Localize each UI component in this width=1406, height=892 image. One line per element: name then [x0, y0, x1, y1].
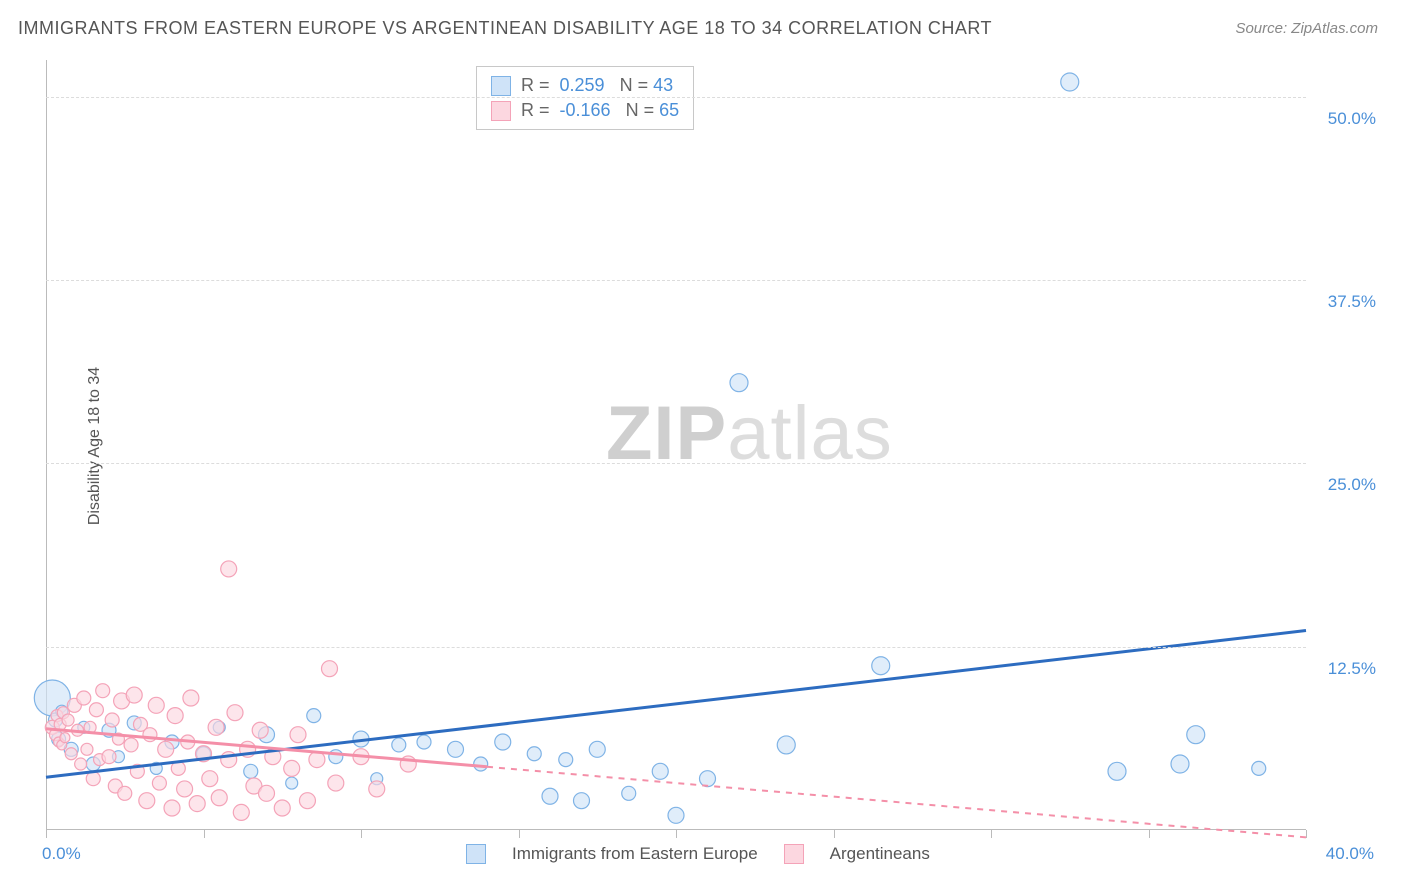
gridline-h [46, 463, 1306, 464]
data-point [152, 776, 166, 790]
data-point [244, 764, 258, 778]
data-point [495, 734, 511, 750]
data-point [202, 771, 218, 787]
x-tick-label-right: 40.0% [1326, 844, 1374, 864]
x-tick [991, 830, 992, 838]
data-point [183, 690, 199, 706]
y-tick-label: 50.0% [1328, 109, 1376, 129]
swatch-blue-icon [491, 76, 511, 96]
stats-row-2: R = -0.166 N = 65 [491, 98, 679, 123]
data-point [777, 736, 795, 754]
data-point [299, 793, 315, 809]
legend-label-1: Immigrants from Eastern Europe [512, 844, 758, 864]
data-point [589, 741, 605, 757]
stats-row-1: R = 0.259 N = 43 [491, 73, 679, 98]
data-point [474, 757, 488, 771]
bottom-legend: Immigrants from Eastern Europe Argentine… [466, 844, 930, 864]
data-point [392, 738, 406, 752]
y-tick-label: 25.0% [1328, 475, 1376, 495]
stats-legend-box: R = 0.259 N = 43 R = -0.166 N = 65 [476, 66, 694, 130]
data-point [700, 771, 716, 787]
x-tick [519, 830, 520, 838]
chart-source: Source: ZipAtlas.com [1235, 20, 1378, 37]
data-point [62, 714, 74, 726]
trend-line-dashed [487, 767, 1306, 838]
data-point [286, 777, 298, 789]
data-point [60, 733, 70, 743]
data-point [322, 661, 338, 677]
data-point [274, 800, 290, 816]
data-point [139, 793, 155, 809]
data-point [284, 760, 300, 776]
data-point [1187, 726, 1205, 744]
data-point [417, 735, 431, 749]
legend-label-2: Argentineans [830, 844, 930, 864]
x-tick [676, 830, 677, 838]
data-point [622, 786, 636, 800]
data-point [574, 793, 590, 809]
gridline-h [46, 97, 1306, 98]
data-point [124, 738, 138, 752]
data-point [559, 753, 573, 767]
data-point [148, 697, 164, 713]
gridline-h [46, 647, 1306, 648]
plot-area: ZIPatlas R = 0.259 N = 43 R = -0.166 N =… [46, 60, 1306, 830]
data-point [448, 741, 464, 757]
data-point [221, 561, 237, 577]
data-point [369, 781, 385, 797]
x-tick [1306, 830, 1307, 838]
data-point [189, 796, 205, 812]
chart-title: IMMIGRANTS FROM EASTERN EUROPE VS ARGENT… [18, 18, 992, 39]
data-point [527, 747, 541, 761]
x-tick [204, 830, 205, 838]
x-tick [361, 830, 362, 838]
x-tick [834, 830, 835, 838]
data-point [118, 786, 132, 800]
data-point [211, 790, 227, 806]
x-tick [46, 830, 47, 838]
data-point [730, 374, 748, 392]
data-point [75, 758, 87, 770]
data-point [652, 763, 668, 779]
data-point [164, 800, 180, 816]
data-point [668, 807, 684, 823]
data-point [259, 785, 275, 801]
data-point [872, 657, 890, 675]
y-tick-label: 12.5% [1328, 659, 1376, 679]
data-point [1061, 73, 1079, 91]
x-tick [1149, 830, 1150, 838]
legend-swatch-pink-icon [784, 844, 804, 864]
data-point [177, 781, 193, 797]
gridline-h [46, 280, 1306, 281]
data-point [1171, 755, 1189, 773]
data-point [89, 703, 103, 717]
data-point [252, 722, 268, 738]
data-point [290, 727, 306, 743]
y-tick-label: 37.5% [1328, 292, 1376, 312]
data-point [102, 750, 116, 764]
data-point [307, 709, 321, 723]
data-point [227, 705, 243, 721]
data-point [167, 708, 183, 724]
data-point [158, 741, 174, 757]
data-point [208, 719, 224, 735]
data-point [105, 713, 119, 727]
legend-swatch-blue-icon [466, 844, 486, 864]
data-point [77, 691, 91, 705]
data-point [1108, 762, 1126, 780]
scatter-svg [46, 60, 1306, 830]
data-point [329, 750, 343, 764]
data-point [96, 684, 110, 698]
data-point [233, 804, 249, 820]
x-tick-label-left: 0.0% [42, 844, 81, 864]
data-point [1252, 761, 1266, 775]
trend-line [46, 631, 1306, 778]
data-point [126, 687, 142, 703]
data-point [65, 748, 77, 760]
data-point [81, 743, 93, 755]
data-point [328, 775, 344, 791]
swatch-pink-icon [491, 101, 511, 121]
data-point [542, 788, 558, 804]
